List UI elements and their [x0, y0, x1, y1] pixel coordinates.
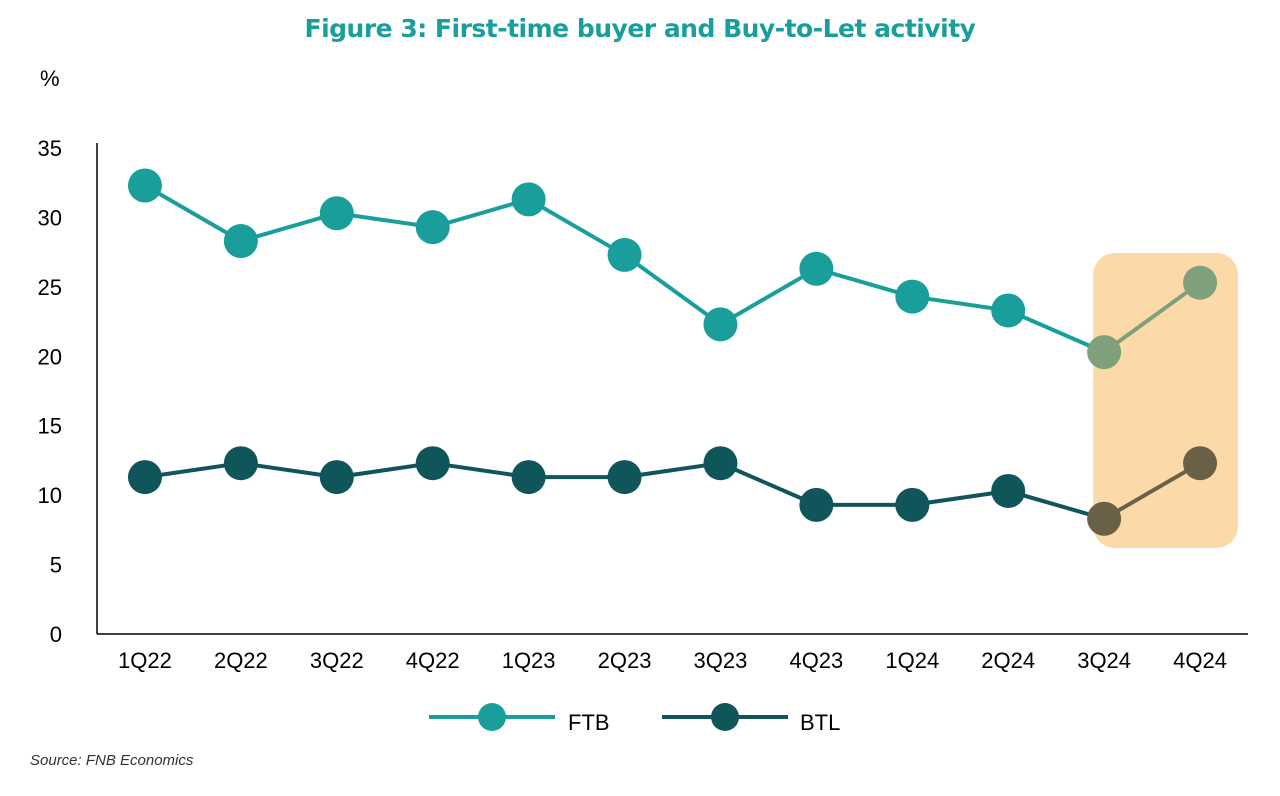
y-tick-label: 15: [38, 414, 62, 439]
x-tick-label: 1Q24: [885, 648, 939, 673]
legend-marker: [478, 703, 506, 731]
data-point: [703, 446, 738, 481]
data-point: [223, 446, 258, 481]
series-line-segment: [526, 197, 627, 257]
highlight-box: [1093, 253, 1239, 548]
data-point: [1087, 501, 1122, 536]
y-tick-label: 30: [38, 205, 62, 230]
series-line-segment: [1102, 280, 1203, 355]
y-tick-label: 25: [38, 275, 62, 300]
series-line-segment: [142, 183, 243, 244]
data-point: [511, 182, 546, 217]
data-point: [319, 460, 354, 495]
data-point: [607, 460, 642, 495]
series-btl: [127, 446, 1218, 536]
highlight-region: [1093, 253, 1239, 548]
data-point: [799, 251, 834, 286]
data-point: [1087, 335, 1122, 370]
x-tick-label: 2Q23: [598, 648, 652, 673]
x-tick-label: 1Q23: [502, 648, 556, 673]
y-tick-label: 35: [38, 136, 62, 161]
series-line-segment: [622, 252, 723, 327]
y-axis-unit-label: %: [40, 66, 60, 91]
x-tick-label: 3Q23: [694, 648, 748, 673]
data-point: [223, 224, 258, 259]
data-point: [895, 487, 930, 522]
legend-item-ftb: FTB: [429, 703, 610, 735]
y-tick-label: 10: [38, 483, 62, 508]
series-line-segment: [1102, 461, 1203, 521]
data-point: [895, 279, 930, 314]
data-point: [607, 237, 642, 272]
data-point: [991, 473, 1026, 508]
x-tick-label: 2Q22: [214, 648, 268, 673]
x-tick-label: 4Q23: [789, 648, 843, 673]
x-tick-label: 2Q24: [981, 648, 1035, 673]
x-tick-label: 3Q22: [310, 648, 364, 673]
data-point: [415, 446, 450, 481]
source-note: Source: FNB Economics: [30, 752, 194, 769]
data-point: [319, 196, 354, 231]
series-line-segment: [1006, 308, 1107, 355]
legend-item-btl: BTL: [662, 703, 840, 735]
axes: 0 5 10 15 20 25 30 35 1Q22 2Q22 3Q22 4Q22 1Q23 2Q23 3Q…: [38, 136, 1248, 673]
y-tick-label: 20: [38, 344, 62, 369]
legend-label: BTL: [800, 710, 840, 735]
chart-title: Figure 3: First-time buyer and Buy-to-Le…: [304, 14, 976, 43]
series-ftb: [127, 168, 1218, 370]
data-point: [127, 460, 162, 495]
series-line-segment: [718, 266, 819, 327]
legend: FTB BTL: [429, 703, 840, 735]
data-point: [799, 487, 834, 522]
data-point: [703, 307, 738, 342]
data-point: [511, 460, 546, 495]
y-tick-label: 0: [50, 622, 62, 647]
x-tick-label: 1Q22: [118, 648, 172, 673]
x-tick-label: 4Q22: [406, 648, 460, 673]
data-point: [991, 293, 1026, 328]
data-point: [1183, 446, 1218, 481]
x-tick-label: 3Q24: [1077, 648, 1131, 673]
data-point: [127, 168, 162, 203]
legend-marker: [711, 703, 739, 731]
y-tick-label: 5: [50, 553, 62, 578]
series-group: [127, 168, 1218, 536]
legend-label: FTB: [568, 710, 610, 735]
x-tick-label: 4Q24: [1173, 648, 1227, 673]
series-line-segment: [718, 461, 819, 507]
data-point: [415, 210, 450, 245]
data-point: [1183, 265, 1218, 300]
